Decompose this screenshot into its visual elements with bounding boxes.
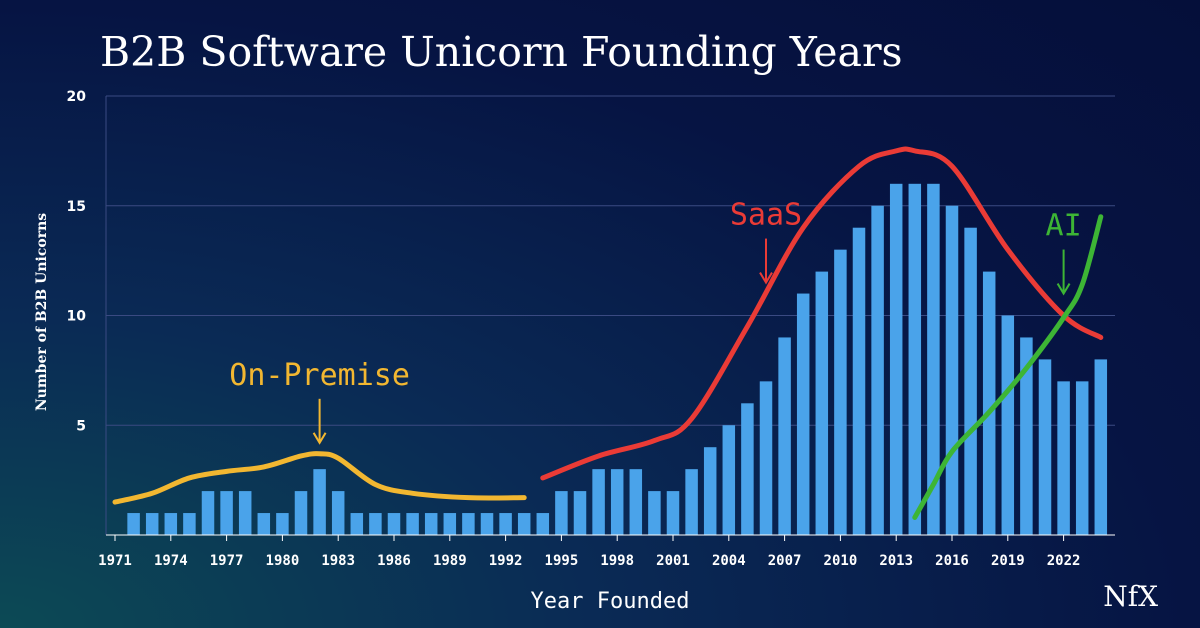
bar-2022: [1057, 381, 1070, 535]
bar-1982: [313, 469, 326, 535]
x-tick-label: 1995: [545, 553, 579, 569]
bar-2021: [1038, 359, 1052, 535]
y-tick-label: 15: [67, 199, 86, 215]
bar-2014: [908, 183, 922, 536]
bar-1999: [629, 469, 643, 535]
label-saas: SaaS: [730, 198, 802, 233]
bar-2023: [1075, 381, 1089, 535]
bar-1980: [276, 513, 289, 535]
x-tick-label: 1971: [98, 553, 132, 569]
curves: [112, 146, 1104, 520]
bar-2020: [1020, 337, 1033, 535]
x-tick-label: 1986: [377, 553, 411, 569]
x-tick-label: 2004: [712, 553, 746, 569]
bar-2015: [927, 183, 940, 536]
bar-2012: [871, 205, 884, 535]
bar-1976: [201, 491, 215, 535]
x-tick-label: 1998: [600, 553, 634, 569]
bars: [127, 183, 1108, 536]
bar-1984: [350, 513, 364, 535]
bar-1979: [257, 513, 271, 535]
bar-2007: [778, 337, 791, 535]
bar-1989: [443, 513, 457, 535]
y-axis-label: Number of B2B Unicorns: [34, 213, 50, 411]
x-tick-label: 1983: [321, 553, 355, 569]
bar-2016: [945, 205, 959, 535]
bar-1983: [331, 491, 345, 535]
bar-1995: [555, 491, 568, 535]
chart-title: B2B Software Unicorn Founding Years: [100, 28, 903, 76]
bar-2019: [1001, 315, 1015, 535]
bar-1985: [369, 513, 382, 535]
curve-saas: [540, 146, 1104, 481]
bar-1988: [424, 513, 438, 535]
y-ticks: 5 10 15 20: [67, 89, 87, 434]
x-tick-label: 2010: [824, 553, 858, 569]
x-axis-label: Year Founded: [531, 589, 690, 614]
bar-2002: [685, 469, 698, 535]
bar-1990: [462, 513, 475, 535]
bar-2001: [666, 491, 680, 535]
x-tick-label: 2016: [935, 553, 969, 569]
bar-1991: [480, 513, 494, 535]
bar-1994: [536, 513, 550, 535]
bar-1987: [406, 513, 419, 535]
bar-2024: [1094, 359, 1108, 535]
bar-1992: [499, 513, 512, 535]
bar-2009: [815, 271, 829, 535]
bar-2013: [889, 183, 903, 536]
y-tick-label: 10: [67, 309, 87, 325]
arrowhead-ai: [1056, 283, 1071, 296]
bar-2018: [982, 271, 996, 535]
bar-2017: [964, 227, 977, 535]
x-tick-label: 2022: [1047, 553, 1081, 569]
bar-2000: [648, 491, 661, 535]
x-tick-label: 1980: [266, 553, 300, 569]
y-tick-label: 20: [67, 89, 87, 105]
label-ai: AI: [1046, 209, 1082, 244]
nfx-logo: NfX: [1103, 580, 1158, 613]
bar-1996: [573, 491, 587, 535]
bar-1986: [387, 513, 401, 535]
bar-1978: [238, 491, 252, 535]
x-ticks: 1971 1974 1977 1980 1983 1986 1989 1992 1995 1998…: [98, 535, 1080, 569]
bar-1974: [164, 513, 178, 535]
x-tick-label: 2019: [991, 553, 1025, 569]
bar-2008: [796, 293, 810, 535]
x-tick-label: 1989: [433, 553, 467, 569]
label-on-premise: On-Premise: [229, 358, 410, 393]
bar-1973: [145, 513, 159, 535]
bar-2006: [759, 381, 773, 535]
x-tick-label: 1974: [154, 553, 188, 569]
bar-2011: [852, 227, 866, 535]
bar-1993: [517, 513, 531, 535]
x-tick-label: 2013: [879, 553, 913, 569]
arrowhead-saas: [759, 272, 773, 285]
bar-1975: [183, 513, 196, 535]
bar-2005: [741, 403, 754, 535]
bar-2003: [703, 447, 717, 535]
x-tick-label: 2001: [656, 553, 690, 569]
x-tick-label: 1992: [489, 553, 523, 569]
x-tick-label: 2007: [768, 553, 802, 569]
bar-2010: [834, 249, 847, 535]
annotations: On-Premise SaaS AI: [229, 198, 1082, 445]
bar-1998: [610, 469, 624, 535]
curve-ai: [912, 214, 1104, 520]
bar-2004: [722, 425, 736, 535]
y-tick-label: 5: [76, 418, 86, 434]
bar-1997: [592, 469, 605, 535]
bar-1981: [294, 491, 308, 535]
bar-1977: [220, 491, 233, 535]
bar-1972: [127, 513, 140, 535]
x-tick-label: 1977: [210, 553, 244, 569]
arrowhead-on-premise: [312, 432, 327, 445]
curve-on-premise: [112, 451, 527, 505]
